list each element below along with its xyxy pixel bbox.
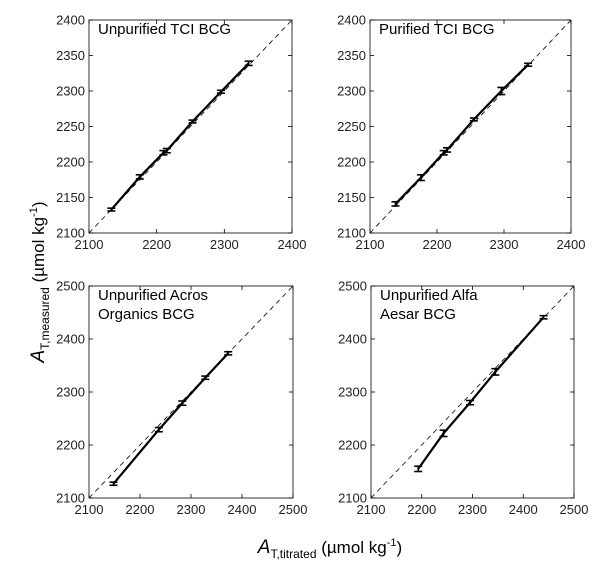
y-tick-label: 2150: [56, 190, 85, 205]
one-to-one-line: [369, 19, 572, 234]
y-tick-label: 2100: [56, 226, 85, 241]
x-tick-label: 2500: [279, 502, 308, 517]
y-tick-label: 2350: [337, 48, 366, 63]
x-tick-label: 2400: [228, 502, 257, 517]
y-tick-label: 2200: [337, 155, 366, 170]
x-tick-label: 2200: [423, 237, 452, 252]
error-bar: [414, 465, 423, 473]
x-tick-label: 2100: [356, 237, 385, 252]
error-bar: [539, 314, 548, 320]
x-tick-label: 2400: [557, 237, 586, 252]
x-tick-label: 2100: [75, 502, 104, 517]
x-tick-label: 2300: [210, 237, 239, 252]
panel-title: Organics BCG: [98, 306, 195, 323]
x-tick-label: 2500: [560, 502, 589, 517]
error-bar: [524, 62, 533, 67]
error-bar: [497, 86, 506, 96]
data-line: [110, 62, 250, 211]
panel-unpurified-tci: 2100 2200 2300 2400 2100 2150 2200 2250 2300 2350…: [56, 13, 306, 253]
panel-title: Unpurified Alfa: [380, 287, 478, 304]
y-tick-label: 2150: [337, 190, 366, 205]
x-tick-label: 2300: [458, 502, 487, 517]
y-tick-label: 2100: [337, 226, 366, 241]
error-bar: [135, 173, 144, 180]
error-bar: [107, 207, 116, 212]
y-tick-label: 2100: [338, 491, 367, 506]
x-tick-label: 2100: [357, 502, 386, 517]
y-tick-label: 2400: [56, 13, 85, 28]
y-tick-label: 2300: [337, 84, 366, 99]
y-tick-label: 2200: [338, 438, 367, 453]
data-line: [394, 63, 529, 205]
panel-alfa-aesar: 2100 2200 2300 2400 2500 2100 2200 2300 2400 2500…: [338, 279, 588, 518]
y-tick-label: 2500: [338, 279, 367, 294]
panel-title: Purified TCI BCG: [379, 21, 495, 38]
x-tick-label: 2100: [75, 237, 104, 252]
x-axis-title: AT,titrated (µmol kg-1): [257, 537, 402, 561]
x-tick-label: 2400: [509, 502, 538, 517]
panel-title: Unpurified TCI BCG: [98, 21, 231, 38]
panel-acros: 2100 2200 2300 2400 2500 2100 2200 2300 2400 2500…: [56, 279, 307, 518]
x-tick-label: 2300: [177, 502, 206, 517]
y-tick-label: 2400: [56, 332, 85, 347]
error-bar: [465, 399, 474, 406]
panel-title: Unpurified Acros: [98, 287, 208, 304]
y-tick-label: 2100: [56, 491, 85, 506]
error-bar: [188, 119, 197, 124]
error-bar: [216, 89, 225, 94]
y-tick-label: 2250: [56, 119, 85, 134]
error-bar: [244, 60, 253, 67]
y-tick-label: 2300: [56, 385, 85, 400]
error-bar: [491, 367, 500, 376]
chart-panels: 2100 2200 2300 2400 2100 2150 2200 2250 2300 2350…: [56, 13, 588, 518]
y-tick-label: 2400: [337, 13, 366, 28]
error-bar: [224, 350, 233, 356]
y-tick-label: 2300: [338, 385, 367, 400]
error-bar: [162, 147, 171, 154]
error-bar: [109, 481, 118, 487]
error-bar: [178, 400, 187, 407]
y-tick-label: 2400: [338, 332, 367, 347]
error-bar: [391, 200, 400, 207]
x-tick-label: 2300: [490, 237, 519, 252]
y-axis-title: AT,measured (µmol kg-1): [28, 201, 52, 363]
y-tick-label: 2350: [56, 48, 85, 63]
y-tick-label: 2300: [56, 84, 85, 99]
x-tick-label: 2200: [126, 502, 155, 517]
error-bar: [469, 117, 478, 122]
panel-title: Aesar BCG: [380, 306, 456, 323]
error-bar: [439, 429, 448, 438]
y-tick-label: 2250: [337, 119, 366, 134]
error-bar: [443, 147, 452, 153]
data-line: [417, 316, 545, 470]
error-bar: [416, 173, 425, 182]
y-tick-label: 2200: [56, 438, 85, 453]
error-bar: [154, 426, 163, 433]
error-bar: [201, 375, 210, 381]
x-tick-label: 2200: [142, 237, 171, 252]
x-tick-label: 2400: [278, 237, 307, 252]
y-tick-label: 2200: [56, 155, 85, 170]
panel-purified-tci: 2100 2200 2300 2400 2100 2150 2200 2250 2300 2350…: [337, 13, 585, 253]
data-line: [112, 352, 230, 485]
y-tick-label: 2500: [56, 279, 85, 294]
x-tick-label: 2200: [407, 502, 436, 517]
